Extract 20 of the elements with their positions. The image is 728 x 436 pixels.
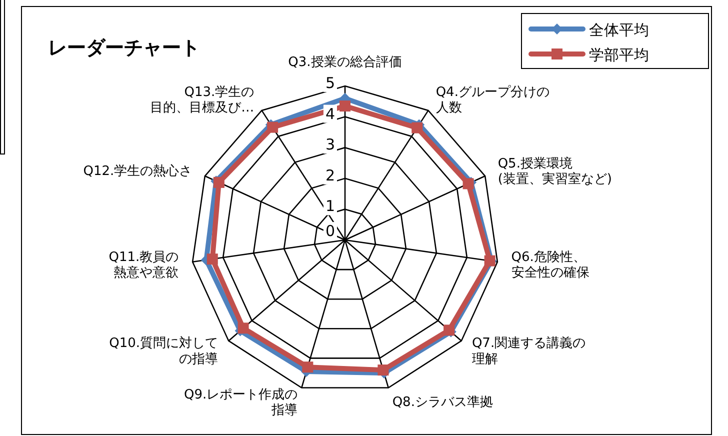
y-tick-label: 5: [325, 74, 335, 92]
spoke-label: Q8.シラバス準拠: [392, 395, 493, 410]
y-tick-label: 4: [325, 104, 335, 123]
y-tick-label: 3: [325, 136, 335, 154]
spoke-label: Q7.関連する講義の理解: [472, 336, 586, 367]
spoke-label: Q3.授業の総合評価: [288, 55, 402, 70]
spoke-label: Q5.授業環境(装置、実習室など): [498, 155, 612, 188]
spoke-label: Q9.レポート作成の指導: [184, 387, 298, 418]
spoke-label: Q11.教員の熱意や意欲: [108, 250, 179, 281]
y-tick-label: 0: [325, 222, 335, 240]
spoke-label: Q12.学生の熱心さ: [83, 163, 192, 180]
spoke-label: Q10.質問に対しての指導: [109, 335, 218, 367]
legend-label: 全体平均: [589, 21, 649, 39]
y-tick-label: 1: [325, 197, 335, 216]
y-tick-label: 2: [325, 166, 335, 184]
text: レーダーチャート: [48, 37, 200, 59]
spoke-label: Q4.グループ分けの人数: [436, 84, 550, 116]
spoke-label: Q13.学生の目的、目標及び…: [150, 84, 254, 116]
legend-label: 学部平均: [589, 46, 649, 64]
spoke-label: Q6.危険性、安全性の確保: [511, 250, 590, 281]
